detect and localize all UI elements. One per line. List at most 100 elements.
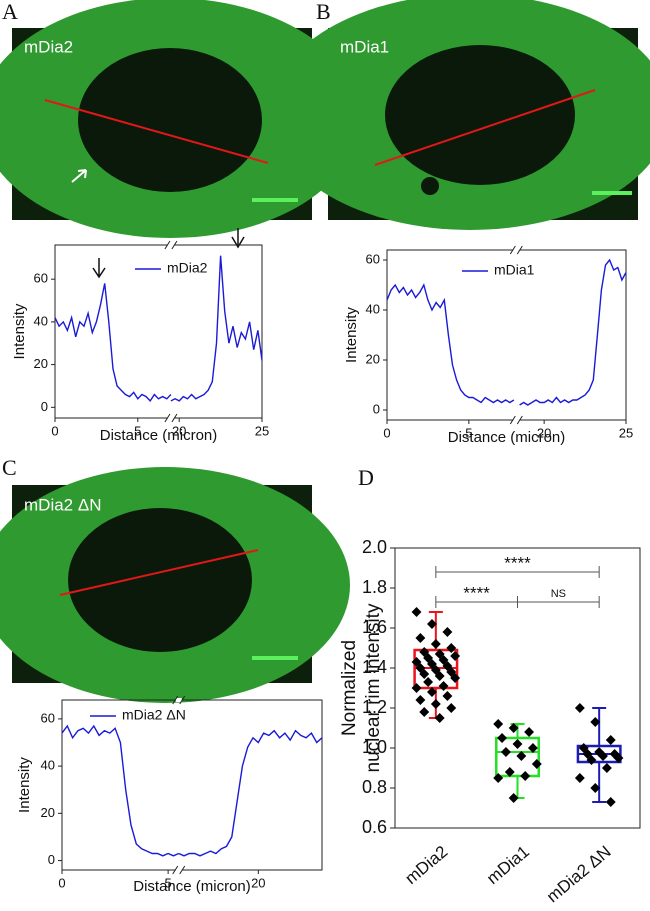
axis-break [164, 413, 178, 423]
y-axis-label: Intensity [16, 757, 33, 813]
y-tick-label: 40 [366, 301, 380, 316]
y-axis-label: Intensity [11, 303, 28, 359]
significance-bracket [435, 566, 600, 578]
data-point [574, 773, 585, 783]
y-tick-label: 1.6 [362, 617, 387, 637]
x-tick-label: 5 [465, 425, 472, 440]
y-tick-label: 0.6 [362, 817, 387, 837]
data-point [446, 643, 457, 653]
x-tick-label: 5 [134, 423, 141, 438]
y-axis-label: Normalized [339, 640, 360, 736]
data-point [574, 703, 585, 713]
x-tick-label: 0 [383, 425, 390, 440]
data-line [61, 724, 323, 857]
data-point [423, 677, 434, 687]
y-tick-label: 20 [41, 805, 55, 820]
y-tick-label: 1.2 [362, 697, 387, 717]
data-point [605, 735, 616, 745]
significance-label: NS [551, 588, 566, 600]
data-line [386, 258, 627, 406]
x-tick-label: mDia2 ΔN [543, 842, 615, 906]
data-point [516, 751, 527, 761]
axis-break [164, 240, 178, 250]
data-point [438, 681, 449, 691]
data-point [598, 751, 608, 761]
micrograph: mDia2 [0, 0, 360, 238]
data-point [508, 793, 519, 803]
data-point [430, 639, 441, 649]
data-point [419, 707, 430, 717]
panel-label: B [316, 0, 331, 24]
y-tick-label: 1.8 [362, 577, 387, 597]
data-point [520, 771, 531, 781]
y-tick-label: 60 [366, 251, 380, 266]
micrograph: mDia1 [270, 0, 650, 230]
data-point [527, 743, 538, 753]
data-point [590, 717, 601, 727]
data-point [430, 699, 441, 709]
axis-break-gap [175, 868, 182, 872]
y-tick-label: 0.8 [362, 777, 387, 797]
x-tick-label: mDia2 [401, 842, 451, 888]
panel-label: C [2, 455, 17, 480]
data-point [493, 773, 504, 783]
peak-arrow [92, 228, 245, 279]
data-point [586, 755, 597, 765]
data-point [531, 759, 542, 769]
panel-label: A [2, 0, 18, 24]
data-point [504, 767, 515, 777]
box [495, 736, 540, 778]
x-tick-label: mDia1 [483, 842, 533, 888]
y-tick-label: 60 [41, 710, 55, 725]
axis-break-gap [513, 248, 520, 252]
y-tick-label: 20 [34, 356, 48, 371]
data-point [434, 671, 445, 681]
data-point [500, 747, 511, 757]
y-axis-label: Intensity [343, 307, 360, 363]
data-point [508, 723, 519, 733]
data-point [450, 651, 461, 661]
data-point [427, 687, 437, 697]
axis-frame [61, 699, 323, 871]
image-label: mDia2 ΔN [24, 495, 101, 514]
data-point [442, 627, 453, 637]
data-point [446, 703, 457, 713]
data-point [497, 733, 508, 743]
data-point [590, 783, 601, 793]
axis-break [172, 865, 186, 875]
x-tick-label: 0 [51, 423, 58, 438]
data-point [411, 683, 422, 693]
x-axis-label: Distance (micron) [448, 429, 566, 446]
legend-label: mDia2 ΔN [122, 707, 186, 723]
axis-break-gap [175, 698, 182, 702]
y-tick-label: 20 [366, 351, 380, 366]
y-tick-label: 40 [34, 313, 48, 328]
y-tick-label: 0 [41, 399, 48, 414]
axis-frame [394, 547, 641, 829]
significance-label: **** [463, 583, 490, 602]
data-point [427, 619, 437, 629]
y-tick-label: 60 [34, 271, 48, 286]
image-label: mDia2 [24, 37, 73, 56]
data-point [601, 763, 612, 773]
data-point [442, 691, 453, 701]
x-tick-label: 25 [255, 423, 269, 438]
data-point [419, 669, 430, 679]
data-point [493, 719, 504, 729]
data-point [524, 727, 535, 737]
image-label: mDia1 [340, 37, 389, 56]
axis-break-gap [513, 418, 520, 422]
data-point [605, 797, 616, 807]
y-tick-label: 2.0 [362, 537, 387, 557]
axis-break-gap [167, 243, 174, 247]
data-point [411, 607, 422, 617]
data-point [415, 695, 426, 705]
axis-break [509, 415, 523, 425]
legend-label: mDia1 [494, 262, 535, 278]
x-tick-label: 20 [537, 425, 551, 440]
y-axis-label: nuclear rim intensity [363, 603, 384, 772]
x-tick-label: 20 [172, 423, 186, 438]
panel-label: D [358, 465, 374, 490]
micrograph: mDia2 ΔN [0, 467, 350, 703]
